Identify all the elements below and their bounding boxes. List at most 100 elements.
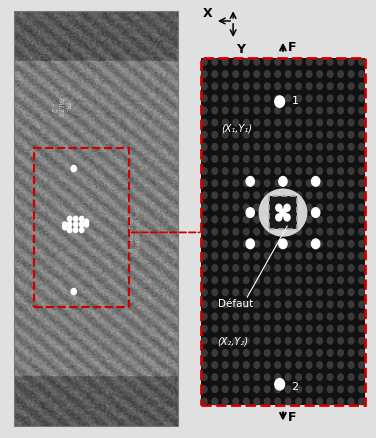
Circle shape — [317, 217, 323, 223]
Circle shape — [348, 193, 354, 199]
Circle shape — [338, 108, 343, 114]
Circle shape — [73, 228, 78, 233]
Circle shape — [317, 325, 323, 332]
Bar — [201, 59, 365, 405]
Circle shape — [327, 350, 333, 357]
Circle shape — [306, 301, 312, 308]
Circle shape — [212, 265, 218, 272]
Circle shape — [317, 84, 323, 90]
Circle shape — [276, 205, 282, 212]
Circle shape — [285, 314, 291, 320]
Circle shape — [73, 223, 78, 227]
Circle shape — [348, 253, 354, 260]
Circle shape — [264, 362, 270, 368]
Circle shape — [275, 96, 280, 102]
Circle shape — [317, 290, 323, 296]
Circle shape — [275, 290, 280, 296]
Circle shape — [327, 96, 333, 102]
Circle shape — [359, 144, 364, 151]
Circle shape — [212, 108, 218, 114]
Circle shape — [275, 265, 280, 272]
Circle shape — [264, 132, 270, 139]
Circle shape — [285, 108, 291, 114]
Circle shape — [306, 374, 312, 381]
Circle shape — [317, 374, 323, 381]
Circle shape — [359, 156, 364, 163]
Circle shape — [348, 325, 354, 332]
Circle shape — [338, 277, 343, 284]
Circle shape — [202, 193, 207, 199]
Circle shape — [359, 241, 364, 247]
Circle shape — [317, 265, 323, 272]
Circle shape — [212, 60, 218, 66]
Circle shape — [306, 338, 312, 344]
Circle shape — [79, 217, 84, 222]
Circle shape — [296, 241, 302, 247]
Circle shape — [338, 120, 343, 127]
Circle shape — [338, 398, 343, 405]
Circle shape — [264, 277, 270, 284]
Circle shape — [348, 96, 354, 102]
Circle shape — [327, 325, 333, 332]
Circle shape — [296, 96, 302, 102]
Circle shape — [327, 301, 333, 308]
Circle shape — [317, 193, 323, 199]
Circle shape — [296, 168, 302, 175]
Circle shape — [338, 386, 343, 392]
Circle shape — [317, 144, 323, 151]
Circle shape — [275, 386, 280, 392]
Circle shape — [264, 156, 270, 163]
Circle shape — [338, 265, 343, 272]
Circle shape — [223, 205, 228, 211]
Circle shape — [233, 277, 239, 284]
Circle shape — [348, 217, 354, 223]
Circle shape — [243, 156, 249, 163]
Circle shape — [296, 314, 302, 320]
Circle shape — [212, 398, 218, 405]
Text: F: F — [287, 41, 296, 54]
Circle shape — [212, 144, 218, 151]
Circle shape — [254, 277, 259, 284]
Circle shape — [338, 350, 343, 357]
Circle shape — [275, 84, 280, 90]
Circle shape — [296, 193, 302, 199]
Circle shape — [212, 72, 218, 78]
Bar — [14, 12, 178, 426]
Circle shape — [233, 325, 239, 332]
Circle shape — [233, 362, 239, 368]
Circle shape — [212, 96, 218, 102]
Circle shape — [223, 132, 228, 139]
Circle shape — [233, 168, 239, 175]
Circle shape — [264, 229, 270, 236]
Circle shape — [359, 362, 364, 368]
Circle shape — [348, 229, 354, 236]
Circle shape — [243, 241, 249, 247]
Circle shape — [246, 240, 255, 249]
Circle shape — [317, 386, 323, 392]
Circle shape — [296, 180, 302, 187]
Circle shape — [306, 265, 312, 272]
Circle shape — [285, 241, 291, 247]
Circle shape — [338, 156, 343, 163]
Circle shape — [275, 120, 280, 127]
Circle shape — [275, 379, 285, 390]
Circle shape — [359, 60, 364, 66]
Text: SYPC-UF-GEO3-TAN-
PALT6-3R2: SYPC-UF-GEO3-TAN- PALT6-3R2 — [127, 207, 138, 255]
Circle shape — [348, 180, 354, 187]
Circle shape — [327, 229, 333, 236]
Bar — [268, 197, 297, 230]
Circle shape — [275, 205, 280, 211]
Circle shape — [275, 193, 280, 199]
Circle shape — [348, 132, 354, 139]
Circle shape — [275, 60, 280, 66]
Circle shape — [359, 350, 364, 357]
Circle shape — [243, 120, 249, 127]
Circle shape — [327, 398, 333, 405]
Circle shape — [306, 325, 312, 332]
Circle shape — [243, 193, 249, 199]
Circle shape — [212, 241, 218, 247]
Circle shape — [359, 374, 364, 381]
Circle shape — [311, 240, 320, 249]
Circle shape — [327, 217, 333, 223]
Circle shape — [296, 265, 302, 272]
